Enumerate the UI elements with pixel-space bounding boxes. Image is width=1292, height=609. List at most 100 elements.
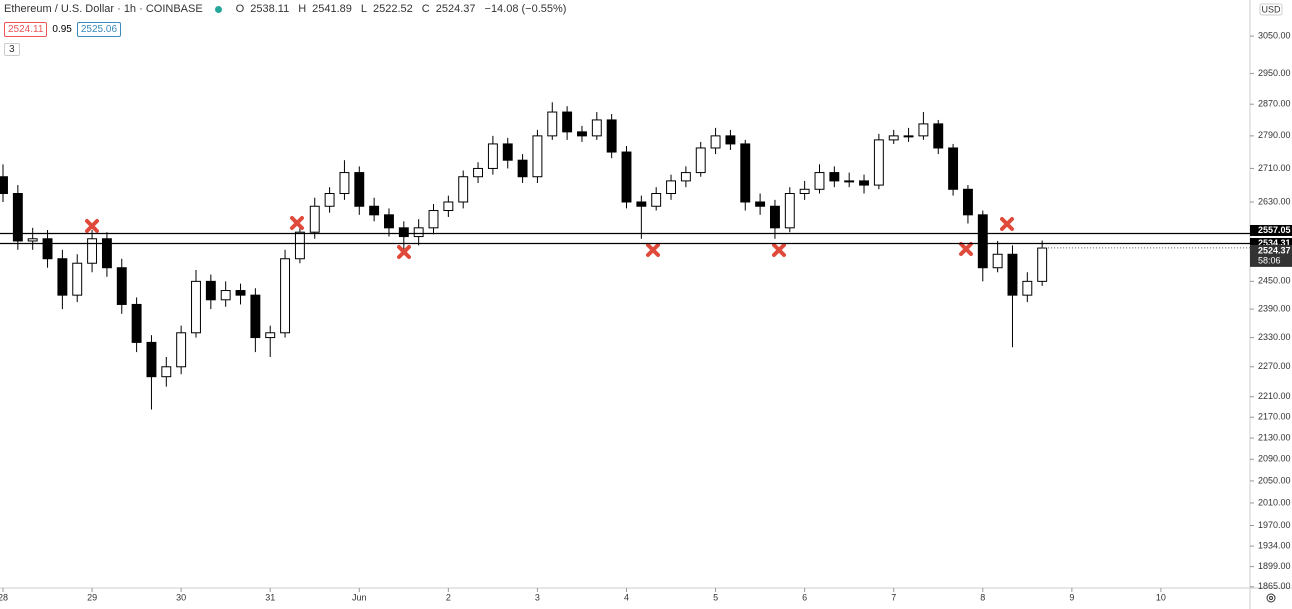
- cross-marker: [85, 219, 99, 233]
- candle-body: [784, 193, 795, 229]
- x-tick-label: 8: [980, 592, 985, 602]
- candle-body: [309, 205, 320, 233]
- candle-body: [577, 131, 587, 137]
- settings-icon[interactable]: [1266, 593, 1276, 603]
- y-tick-label: 3050.00: [1258, 30, 1291, 40]
- candle-body: [116, 267, 127, 305]
- candle-body: [651, 193, 662, 207]
- candle-body: [873, 139, 884, 186]
- candle-body: [458, 176, 469, 203]
- x-tick-label: 28: [0, 592, 8, 602]
- candle-body: [948, 147, 959, 190]
- candle-body: [487, 143, 498, 169]
- candle-body: [977, 214, 988, 269]
- candle-body: [398, 227, 409, 238]
- y-tick-label: 1865.00: [1258, 581, 1291, 591]
- candle-body: [547, 111, 558, 137]
- candle-body: [666, 180, 676, 195]
- candle-body: [27, 238, 38, 242]
- annotations: [85, 216, 1014, 259]
- candle-body: [1007, 253, 1018, 296]
- cross-marker: [959, 242, 973, 256]
- candle-body: [176, 332, 187, 368]
- candle-body: [0, 176, 8, 195]
- cross-marker: [290, 216, 304, 230]
- cross-marker: [1000, 217, 1014, 231]
- candle-body: [265, 332, 276, 339]
- bid[interactable]: 2524.11: [4, 22, 48, 37]
- y-tick-label: 1934.00: [1258, 541, 1291, 551]
- countdown: 58:06: [1258, 255, 1281, 265]
- cross-marker: [397, 245, 411, 259]
- legend: Ethereum / U.S. Dollar · 1h · COINBASE O…: [4, 3, 566, 15]
- x-tick-label: 7: [891, 592, 896, 602]
- candle-body: [755, 201, 766, 207]
- x-tick-label: 30: [176, 592, 186, 602]
- candle-body: [428, 210, 439, 229]
- candle-body: [903, 135, 914, 138]
- indicators-toggle[interactable]: 3: [4, 43, 20, 56]
- y-tick-label: 2130.00: [1258, 432, 1291, 442]
- candle-body: [962, 188, 973, 216]
- cross-marker: [772, 243, 786, 257]
- candle-body: [250, 294, 261, 339]
- candle-body: [992, 253, 1003, 269]
- candle-body: [844, 180, 855, 183]
- candle-body: [606, 119, 617, 153]
- x-tick-label: Jun: [352, 592, 367, 602]
- candle-body: [888, 135, 899, 141]
- candle-body: [933, 123, 944, 149]
- candle-body: [1037, 247, 1048, 282]
- y-tick-label: 2170.00: [1258, 412, 1291, 422]
- ohlc-value: 2538.11: [250, 3, 290, 15]
- level-label: 2557.05: [1258, 225, 1291, 235]
- x-tick-label: 5: [713, 592, 718, 602]
- spread: 0.95: [52, 24, 72, 35]
- x-tick-label: 4: [624, 592, 629, 602]
- candle-body: [859, 180, 869, 186]
- candle-body: [161, 366, 172, 378]
- candle-body: [443, 201, 454, 212]
- candle-body: [710, 135, 721, 149]
- level-label: 2534.31: [1258, 238, 1291, 248]
- x-tick-label: 9: [1069, 592, 1074, 602]
- y-tick-label: 2950.00: [1258, 68, 1291, 78]
- x-tick-label: 29: [87, 592, 97, 602]
- candle-body: [517, 159, 528, 178]
- symbol-title[interactable]: Ethereum / U.S. Dollar · 1h · COINBASE: [4, 3, 203, 15]
- candle-body: [725, 135, 736, 145]
- candle-body: [695, 147, 706, 174]
- y-tick-label: 2010.00: [1258, 497, 1291, 507]
- candle-body: [384, 214, 394, 229]
- candle-body: [918, 123, 929, 137]
- y-tick-label: 2390.00: [1258, 303, 1291, 313]
- candle-body: [473, 167, 484, 178]
- ask[interactable]: 2525.06: [76, 22, 122, 37]
- candle-body: [57, 258, 68, 296]
- x-tick-label: 6: [802, 592, 807, 602]
- plot: [0, 102, 1048, 410]
- ohlc-value: 2541.89: [312, 3, 352, 15]
- y-tick-label: 2710.00: [1258, 163, 1291, 173]
- ohlc-value: 2524.37: [435, 3, 476, 15]
- ohlc-key: L: [360, 3, 368, 15]
- level-label-bg: [1250, 237, 1292, 249]
- ohlc-value: 2522.52: [373, 3, 413, 15]
- currency: USD: [1261, 4, 1281, 14]
- candle-body: [636, 201, 647, 207]
- y-tick-label: 1970.00: [1258, 520, 1291, 530]
- candle-body: [680, 172, 691, 182]
- y-tick-label: 2630.00: [1258, 196, 1291, 206]
- candle-body: [72, 262, 83, 296]
- y-tick-label: 2330.00: [1258, 332, 1291, 342]
- last-price-label: 2524.37: [1258, 245, 1291, 255]
- currency-box[interactable]: [1259, 3, 1283, 16]
- candle-body: [814, 172, 825, 190]
- y-tick-label: 1899.00: [1258, 561, 1291, 571]
- x-tick-label: 10: [1156, 592, 1166, 602]
- candle-body: [131, 303, 142, 343]
- ohlc-key: C: [421, 3, 430, 15]
- candle-body: [101, 238, 112, 269]
- y-tick-label: 2210.00: [1258, 391, 1291, 401]
